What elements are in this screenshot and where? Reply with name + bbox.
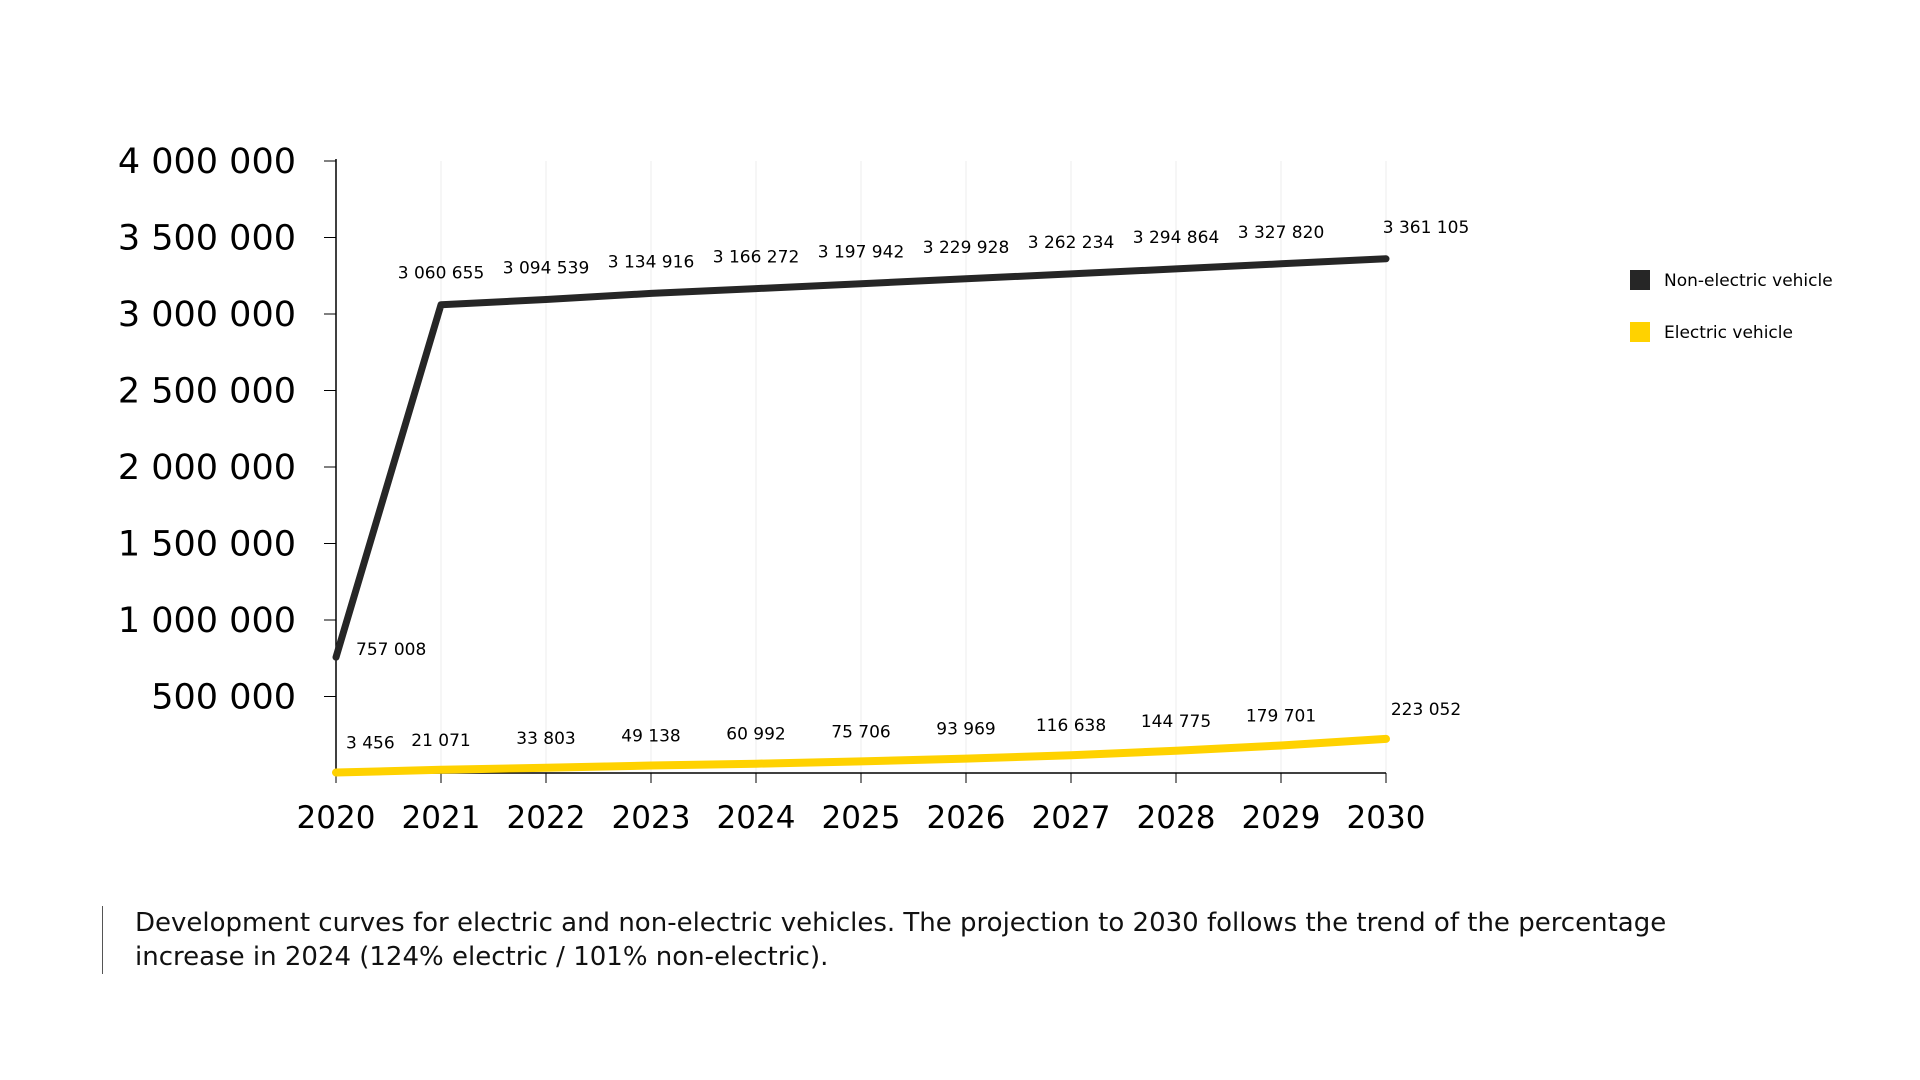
data-label: 3 134 916 (608, 252, 695, 272)
data-labels: 757 008 3 060 655 3 094 539 3 134 916 3 166 … (346, 218, 1469, 754)
gridlines (440, 161, 1387, 773)
data-label: 3 197 942 (818, 243, 905, 263)
x-tick-label: 2029 (1242, 800, 1321, 836)
y-tick-label: 500 000 (151, 678, 296, 718)
data-label: 3 229 928 (923, 238, 1010, 258)
data-label: 21 071 (411, 731, 470, 751)
data-label: 3 456 (346, 733, 395, 753)
data-label: 3 060 655 (398, 264, 485, 284)
x-tick-label: 2023 (612, 800, 691, 836)
x-tick-label: 2020 (297, 800, 376, 836)
x-tick-label: 2026 (927, 800, 1006, 836)
data-label: 223 052 (1391, 700, 1461, 720)
x-tick-label: 2024 (717, 800, 796, 836)
series-line-non-electric (332, 255, 1390, 661)
legend-swatch (1630, 322, 1650, 342)
data-label: 33 803 (516, 729, 575, 749)
data-label: 75 706 (831, 722, 890, 742)
series-lines (332, 255, 1390, 777)
data-label: 116 638 (1036, 716, 1106, 736)
x-tick-label: 2027 (1032, 800, 1111, 836)
series-line-electric (332, 734, 1390, 777)
data-label: 757 008 (356, 640, 426, 660)
data-label: 3 361 105 (1383, 218, 1470, 238)
y-tick-label: 4 000 000 (118, 142, 296, 182)
legend-label: Non-electric vehicle (1664, 271, 1833, 291)
data-label: 49 138 (621, 726, 680, 746)
data-label: 179 701 (1246, 707, 1316, 727)
legend: Non-electric vehicle Electric vehicle (1630, 270, 1833, 343)
legend-swatch (1630, 270, 1650, 290)
y-tick-label: 2 000 000 (118, 448, 296, 488)
x-tick-label: 2028 (1137, 800, 1216, 836)
y-axis-ticks: 500 000 1 000 000 1 500 000 2 000 000 2 500 … (118, 142, 336, 718)
y-tick-label: 3 000 000 (118, 295, 296, 335)
y-tick-label: 1 000 000 (118, 601, 296, 641)
data-label: 93 969 (936, 720, 995, 740)
line-chart: 500 000 1 000 000 1 500 000 2 000 000 2 500 … (118, 142, 1833, 836)
x-tick-label: 2021 (402, 800, 481, 836)
x-tick-label: 2030 (1347, 800, 1426, 836)
data-label: 3 327 820 (1238, 223, 1325, 243)
data-label: 3 166 272 (713, 248, 800, 268)
data-label: 3 262 234 (1028, 233, 1115, 253)
x-axis-ticks: 2020 2021 2022 2023 2024 2025 2026 2027 2028 2029… (297, 773, 1426, 836)
data-label: 60 992 (726, 725, 785, 745)
x-tick-label: 2022 (507, 800, 586, 836)
legend-label: Electric vehicle (1664, 323, 1793, 343)
data-label: 144 775 (1141, 712, 1211, 732)
y-tick-label: 3 500 000 (118, 219, 296, 259)
x-tick-label: 2025 (822, 800, 901, 836)
data-label: 3 094 539 (503, 259, 590, 279)
chart-caption: Development curves for electric and non-… (102, 906, 1735, 974)
y-tick-label: 2 500 000 (118, 372, 296, 412)
y-tick-label: 1 500 000 (118, 525, 296, 565)
data-label: 3 294 864 (1133, 228, 1220, 248)
